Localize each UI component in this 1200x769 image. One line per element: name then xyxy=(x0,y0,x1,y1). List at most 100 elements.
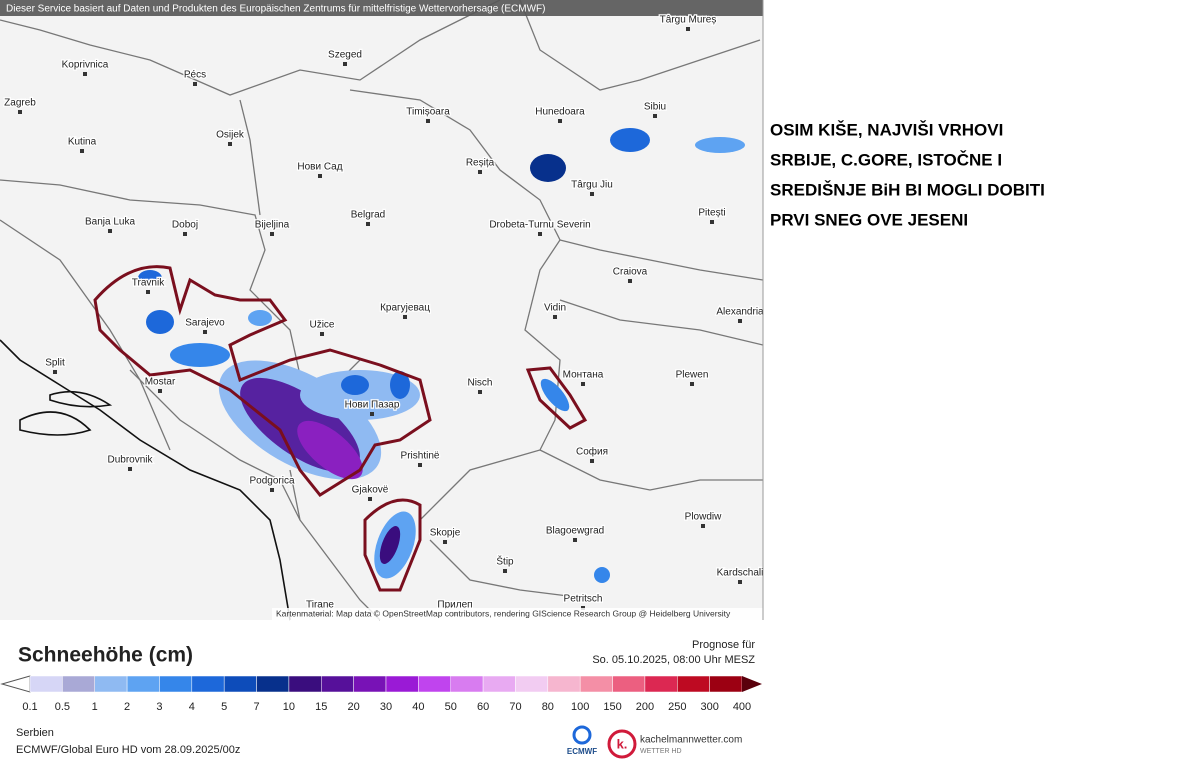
city-label: Reșița xyxy=(466,158,495,169)
city-label: Skopje xyxy=(430,528,461,539)
city-label: Gjakovë xyxy=(352,485,389,496)
city-label: София xyxy=(576,446,608,458)
forecast-time: So. 05.10.2025, 08:00 Uhr MESZ xyxy=(592,654,755,666)
city-dot xyxy=(270,488,274,492)
ecmwf-logo: ECMWF xyxy=(567,747,597,756)
color-step xyxy=(644,675,678,693)
city-dot xyxy=(183,232,187,236)
color-step xyxy=(29,675,63,693)
arrow-right xyxy=(742,676,762,692)
legend-tick: 3 xyxy=(156,701,162,713)
city-label: Doboj xyxy=(172,220,198,231)
kachelmann-icon xyxy=(607,729,637,759)
city-label: Štip xyxy=(496,555,514,568)
city-label: Vidin xyxy=(544,303,566,314)
city-dot xyxy=(146,290,150,294)
legend-tick: 300 xyxy=(700,701,718,713)
city-dot xyxy=(193,82,197,86)
city-label: Alexandria xyxy=(716,307,764,318)
city-label: Osijek xyxy=(216,130,245,141)
city-dot xyxy=(710,220,714,224)
color-step xyxy=(223,675,257,693)
city-labels: Koprivnica Pécs Szeged Târgu Mureș Zagreb Osi… xyxy=(3,13,765,616)
city-dot xyxy=(18,110,22,114)
annotation-line: OSIM KIŠE, NAJVIŠI VRHOVI xyxy=(770,120,1003,139)
color-step xyxy=(159,675,193,693)
city-label: Nisch xyxy=(467,378,492,389)
color-step xyxy=(515,675,549,693)
city-dot xyxy=(701,524,705,528)
contours xyxy=(93,265,588,592)
city-label: Užice xyxy=(309,320,334,331)
arrow-left xyxy=(0,675,31,693)
brand-sub: WETTER HD xyxy=(640,748,682,755)
color-step xyxy=(418,675,451,693)
color-step xyxy=(677,675,710,693)
city-dot xyxy=(538,232,542,236)
city-dot xyxy=(343,62,347,66)
city-dot xyxy=(320,332,324,336)
city-dot xyxy=(228,142,232,146)
city-label: Craiova xyxy=(613,267,648,278)
city-label: Zagreb xyxy=(4,98,36,109)
city-dot xyxy=(403,315,407,319)
city-dot xyxy=(478,170,482,174)
city-dot xyxy=(686,27,690,31)
header-credit: Dieser Service basiert auf Daten und Pro… xyxy=(6,4,545,15)
legend-title: Schneehöhe (cm) xyxy=(18,644,193,667)
legend-tick: 60 xyxy=(477,701,489,713)
legend-tick: 4 xyxy=(189,701,195,713)
legend-tick: 30 xyxy=(380,701,392,713)
city-label: Pécs xyxy=(184,70,206,81)
legend-tick: 40 xyxy=(412,701,424,713)
attribution-bg xyxy=(272,608,763,620)
city-label: Split xyxy=(45,358,65,369)
legend-tick: 20 xyxy=(348,701,360,713)
model-run: ECMWF/Global Euro HD vom 28.09.2025/00z xyxy=(16,744,240,756)
legend-tick: 0.5 xyxy=(55,701,70,713)
city-label: Нови Пазар xyxy=(345,400,400,411)
city-dot xyxy=(738,319,742,323)
legend-tick: 250 xyxy=(668,701,686,713)
color-step xyxy=(579,675,613,693)
city-label: Крагујевац xyxy=(380,303,430,314)
legend-tick: 0.1 xyxy=(22,701,37,713)
attribution: Kartenmaterial: Map data © OpenStreetMap… xyxy=(276,608,731,618)
city-dot xyxy=(738,580,742,584)
city-label: Plewen xyxy=(676,370,709,381)
city-label: Belgrad xyxy=(351,210,385,221)
legend-tick: 50 xyxy=(445,701,457,713)
city-label: Podgorica xyxy=(249,476,294,487)
city-dot xyxy=(203,330,207,334)
color-step xyxy=(256,675,290,693)
city-label: Petritsch xyxy=(564,594,603,605)
color-step xyxy=(709,675,743,693)
city-dot xyxy=(158,389,162,393)
city-dot xyxy=(108,229,112,233)
legend-tick: 200 xyxy=(636,701,654,713)
color-step xyxy=(288,675,322,693)
map-background xyxy=(0,0,763,620)
forecast-label: Prognose für xyxy=(692,639,755,651)
borders xyxy=(0,0,764,621)
city-label: Koprivnica xyxy=(62,60,109,71)
city-label: Plowdiw xyxy=(685,512,722,523)
legend-tick: 150 xyxy=(603,701,621,713)
legend-tick: 10 xyxy=(283,701,295,713)
color-step xyxy=(321,675,354,693)
color-step xyxy=(385,675,419,693)
city-label: Banja Luka xyxy=(85,217,135,228)
city-dot xyxy=(80,149,84,153)
city-label: Szeged xyxy=(328,50,362,61)
legend-tick: 80 xyxy=(542,701,554,713)
region: Serbien xyxy=(16,727,54,739)
city-dot xyxy=(83,72,87,76)
color-step xyxy=(353,675,387,693)
city-dot xyxy=(628,279,632,283)
legend-tick: 7 xyxy=(253,701,259,713)
annotation-line: SREDIŠNJE BiH BI MOGLI DOBITI xyxy=(770,180,1045,199)
legend-tick: 1 xyxy=(92,701,98,713)
coastline xyxy=(0,339,291,621)
city-label: Mostar xyxy=(145,377,176,388)
